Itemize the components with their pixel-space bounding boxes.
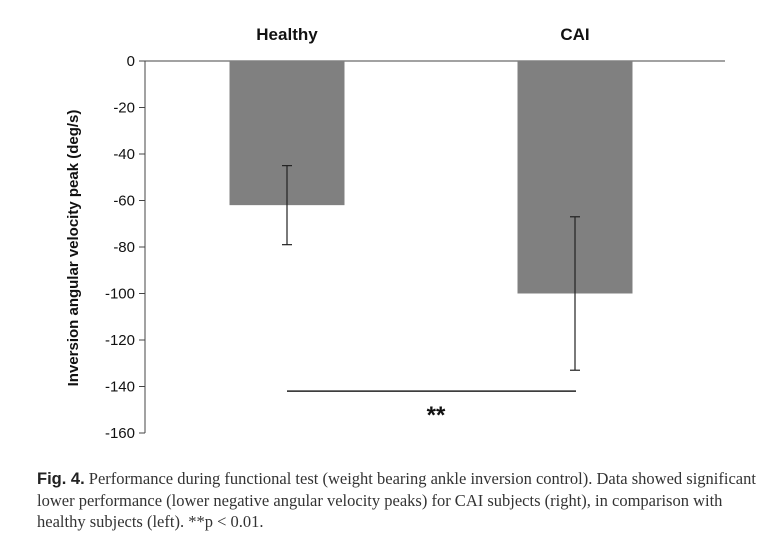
category-label-cai: CAI — [560, 25, 589, 44]
y-tick-label: -80 — [113, 239, 135, 256]
y-tick-label: -140 — [105, 379, 135, 396]
y-tick-label: -40 — [113, 146, 135, 163]
caption-text: Performance during functional test (weig… — [37, 469, 756, 531]
figure-caption: Fig. 4. Performance during functional te… — [37, 468, 762, 532]
y-tick-label: -60 — [113, 193, 135, 210]
y-tick-label: -120 — [105, 332, 135, 349]
error-bars-group — [282, 165, 580, 371]
y-axis-title: Inversion angular velocity peak (deg/s) — [65, 110, 82, 387]
caption-label: Fig. 4. — [37, 470, 85, 488]
category-labels: Healthy CAI — [256, 25, 589, 44]
bar-chart: Inversion angular velocity peak (deg/s) … — [65, 25, 725, 442]
category-label-healthy: Healthy — [256, 25, 318, 44]
y-tick-label: 0 — [127, 53, 135, 70]
y-tick-label: -160 — [105, 425, 135, 442]
y-tick-label: -20 — [113, 100, 135, 117]
y-axis-ticks: 0 -20 -40 -60 -80 -100 -120 -140 -160 — [105, 53, 145, 442]
significance-label: ** — [427, 402, 446, 429]
significance-group: ** — [287, 390, 576, 429]
y-tick-label: -100 — [105, 286, 135, 303]
bars-group — [229, 61, 633, 294]
